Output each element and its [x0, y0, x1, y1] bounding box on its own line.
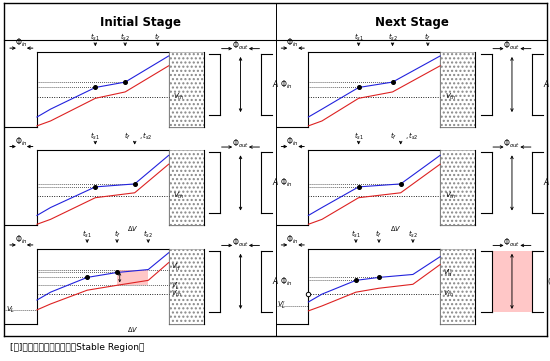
Text: $t_{s1}$: $t_{s1}$	[351, 229, 361, 240]
Bar	[169, 151, 204, 225]
Text: $\Phi_{out}$: $\Phi_{out}$	[503, 39, 520, 52]
Text: $V_L'$: $V_L'$	[277, 300, 287, 312]
Text: $\Phi_{in}$: $\Phi_{in}$	[287, 234, 299, 246]
Text: $t_{s2}$: $t_{s2}$	[388, 32, 398, 43]
Text: $t_{s1}$: $t_{s1}$	[354, 131, 364, 142]
Text: $V_{th}$: $V_{th}$	[172, 289, 182, 299]
Text: $t_f$: $t_f$	[424, 32, 431, 43]
Text: $t_f$: $t_f$	[389, 131, 397, 142]
Bar	[440, 52, 475, 127]
Text: $\Phi_{in}$: $\Phi_{in}$	[287, 37, 299, 49]
Text: [註]　此圖表示穩態區間（Stable Region）: [註] 此圖表示穩態區間（Stable Region）	[10, 343, 144, 352]
Text: $\Phi_{out}$: $\Phi_{out}$	[503, 138, 520, 150]
Text: $V_L'$: $V_L'$	[172, 281, 180, 293]
Text: $\Delta V$: $\Delta V$	[127, 224, 139, 233]
Text: $\Delta V$: $\Delta V$	[127, 325, 139, 334]
Text: $V_{th}$: $V_{th}$	[443, 289, 454, 299]
Text: $A\ \Phi_{in}$: $A\ \Phi_{in}$	[272, 78, 293, 91]
Bar	[440, 249, 475, 324]
Text: $\Phi_{out}$: $\Phi_{out}$	[232, 236, 249, 249]
Bar	[440, 151, 475, 225]
Text: $V_H'$: $V_H'$	[172, 262, 181, 274]
Text: $\Phi_{in}$: $\Phi_{in}$	[15, 234, 28, 246]
Text: $t_{s1}$: $t_{s1}$	[82, 229, 92, 240]
Text: $\Delta V$: $\Delta V$	[390, 224, 402, 233]
Text: $(A$-$n)\cdot\Phi_{in}$: $(A$-$n)\cdot\Phi_{in}$	[547, 277, 550, 286]
Text: Next Stage: Next Stage	[375, 16, 448, 29]
Text: $t_f$: $t_f$	[124, 131, 130, 142]
Text: $V_H''$: $V_H''$	[443, 269, 453, 280]
Text: $\Phi_{in}$: $\Phi_{in}$	[15, 135, 28, 148]
Text: $t_{s1}$: $t_{s1}$	[354, 32, 364, 43]
Text: $t_{s1}$: $t_{s1}$	[90, 131, 100, 142]
Text: $t_{s2}$: $t_{s2}$	[408, 229, 418, 240]
Bar	[117, 270, 148, 285]
Text: $A\ \Phi_{in}$: $A\ \Phi_{in}$	[272, 275, 293, 288]
Text: $V_{th}$: $V_{th}$	[173, 92, 185, 103]
Text: $V_{th}$: $V_{th}$	[445, 191, 456, 201]
Text: $t_{s2}$: $t_{s2}$	[120, 32, 130, 43]
Bar	[169, 249, 204, 324]
Text: $, t_{s2}$: $, t_{s2}$	[405, 131, 419, 142]
Text: $, t_{s2}$: $, t_{s2}$	[139, 131, 152, 142]
Text: $\Phi_{in}$: $\Phi_{in}$	[287, 135, 299, 148]
Text: $t_f$: $t_f$	[154, 32, 161, 43]
Text: $\Phi_{out}$: $\Phi_{out}$	[232, 138, 249, 150]
Text: $A\ \Phi_{in}$: $A\ \Phi_{in}$	[272, 177, 293, 189]
Text: $V_{th}$: $V_{th}$	[445, 92, 456, 103]
Text: $t_{s2}$: $t_{s2}$	[144, 229, 153, 240]
Text: $V_{th}$: $V_{th}$	[173, 191, 185, 201]
Text: $V_L$: $V_L$	[6, 305, 15, 315]
Text: $A\ \Phi_{in}$: $A\ \Phi_{in}$	[543, 78, 550, 91]
Text: $t_f$: $t_f$	[376, 229, 382, 240]
Bar	[492, 251, 532, 312]
Bar	[169, 52, 204, 127]
Text: $\Phi_{out}$: $\Phi_{out}$	[232, 39, 249, 52]
Text: $\Phi_{out}$: $\Phi_{out}$	[503, 236, 520, 249]
Text: $t_{s1}$: $t_{s1}$	[90, 32, 100, 43]
Text: Initial Stage: Initial Stage	[100, 16, 180, 29]
Text: $t_f$: $t_f$	[113, 229, 120, 240]
Text: $A\ \Phi_{in}$: $A\ \Phi_{in}$	[543, 177, 550, 189]
Text: $\Phi_{in}$: $\Phi_{in}$	[15, 37, 28, 49]
